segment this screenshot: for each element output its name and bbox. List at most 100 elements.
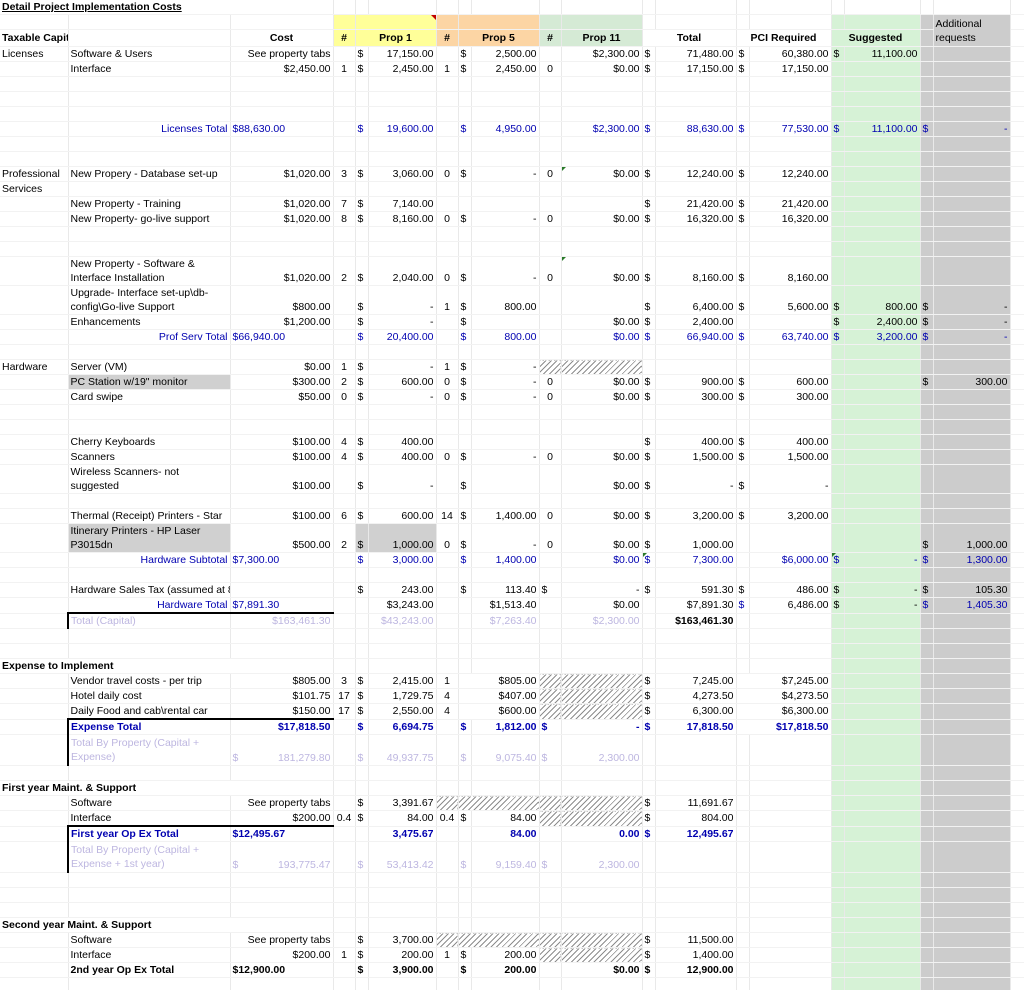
prop1-currency: $ bbox=[355, 464, 369, 494]
c bbox=[0, 977, 69, 990]
suggested-col-fill bbox=[844, 14, 921, 30]
prop11-value: $0.00 bbox=[561, 523, 643, 553]
c bbox=[458, 628, 472, 644]
row-cost: $200.00 bbox=[230, 810, 334, 827]
prop1-qty bbox=[332, 734, 356, 766]
row-cost: $1,200.00 bbox=[230, 314, 334, 330]
c bbox=[0, 947, 69, 963]
prop11-total-capital: $2,300.00 bbox=[561, 612, 643, 629]
c bbox=[844, 256, 921, 286]
c bbox=[458, 151, 472, 167]
c bbox=[844, 887, 921, 903]
prop11-qty: 0 bbox=[539, 374, 562, 390]
c bbox=[736, 106, 750, 122]
c bbox=[933, 76, 1011, 92]
additional-value: 105.30 bbox=[933, 582, 1011, 598]
c bbox=[355, 872, 369, 888]
c bbox=[332, 241, 356, 257]
spacer bbox=[0, 14, 69, 30]
row-item: Card swipe bbox=[68, 389, 231, 405]
expense-total-label: Expense Total bbox=[67, 718, 231, 735]
c bbox=[332, 106, 356, 122]
year1-total-cost: $12,495.67 bbox=[230, 825, 334, 842]
prop5-currency: $ bbox=[458, 389, 472, 405]
c bbox=[355, 658, 369, 674]
pci-value: 16,320.00 bbox=[749, 211, 832, 227]
total-currency: $ bbox=[642, 389, 656, 405]
c bbox=[933, 643, 1011, 659]
hardware-total-row: Hardware Total $7,891.30 $3,243.00 $1,51… bbox=[0, 597, 1024, 614]
c bbox=[539, 76, 562, 92]
c bbox=[68, 136, 231, 152]
c bbox=[844, 780, 921, 796]
prop5-total: 9,075.40 bbox=[471, 734, 540, 766]
prop1-value: 400.00 bbox=[368, 434, 437, 450]
total-currency: $ bbox=[642, 314, 656, 330]
table-row: Vendor travel costs - per trip $805.00 3… bbox=[0, 673, 1024, 689]
c bbox=[844, 241, 921, 257]
c bbox=[831, 151, 845, 167]
pci-currency: $ bbox=[736, 329, 750, 345]
prop1-currency: $ bbox=[355, 449, 369, 465]
c bbox=[1010, 826, 1024, 842]
c bbox=[920, 902, 934, 918]
prop1-qty: 0 bbox=[332, 389, 356, 405]
c bbox=[655, 658, 737, 674]
c bbox=[749, 567, 832, 583]
c bbox=[471, 780, 540, 796]
prop11-value: $0.00 bbox=[561, 211, 643, 227]
pci-currency: $ bbox=[736, 121, 750, 137]
prop11-qty: 0 bbox=[539, 256, 562, 286]
c bbox=[1010, 567, 1024, 583]
pci-currency: $ bbox=[736, 166, 750, 182]
c bbox=[1010, 780, 1024, 796]
pci-value: 486.00 bbox=[749, 582, 832, 598]
total-currency: $ bbox=[641, 688, 656, 704]
prop5-currency: $ bbox=[458, 734, 472, 766]
c bbox=[933, 613, 1011, 629]
row-cost: See property tabs bbox=[230, 46, 334, 62]
prop5-currency: $ bbox=[458, 962, 472, 978]
c bbox=[1010, 241, 1024, 257]
prop1-currency: $ bbox=[355, 46, 369, 62]
total-currency: $ bbox=[641, 464, 656, 494]
c bbox=[68, 628, 231, 644]
total-capital-row: Total (Capital) $163,461.30 $43,243.00 $… bbox=[0, 612, 1024, 629]
c bbox=[1010, 151, 1024, 167]
c bbox=[736, 780, 750, 796]
total-value: 71,480.00 bbox=[655, 46, 737, 62]
c bbox=[230, 887, 334, 903]
c bbox=[655, 404, 737, 420]
prop1-currency: $ bbox=[355, 718, 369, 735]
c bbox=[1010, 344, 1024, 360]
row-item: New Property- go-live support bbox=[68, 211, 231, 227]
prop5-currency: $ bbox=[458, 582, 472, 598]
prop5-currency: $ bbox=[458, 166, 472, 182]
c bbox=[368, 404, 437, 420]
expense-total-row: Expense Total $17,818.50 $ 6,694.75 $ 1,… bbox=[0, 718, 1024, 735]
additional-currency: $ bbox=[920, 523, 934, 553]
row-item: Thermal (Receipt) Printers - Star bbox=[68, 508, 231, 524]
c bbox=[68, 977, 231, 990]
c bbox=[920, 841, 934, 873]
c bbox=[844, 493, 921, 509]
c bbox=[642, 780, 656, 796]
prop5-qty: 0.4 bbox=[436, 810, 459, 827]
c bbox=[831, 673, 845, 689]
c bbox=[1010, 658, 1024, 674]
c bbox=[68, 887, 231, 903]
prop1-qty bbox=[332, 597, 356, 614]
prop1-qty: 3 bbox=[332, 673, 356, 689]
prop5-value: - bbox=[471, 211, 540, 227]
additional-col-fill bbox=[920, 29, 934, 47]
prop1-qty: 2 bbox=[332, 523, 356, 553]
blank-row bbox=[0, 872, 1024, 888]
c bbox=[933, 719, 1011, 735]
total-currency: $ bbox=[641, 703, 656, 720]
additional-value: - bbox=[933, 285, 1011, 315]
c bbox=[641, 567, 656, 583]
c bbox=[458, 567, 472, 583]
total-value: 900.00 bbox=[655, 374, 737, 390]
c bbox=[1010, 902, 1024, 918]
c bbox=[539, 344, 562, 360]
